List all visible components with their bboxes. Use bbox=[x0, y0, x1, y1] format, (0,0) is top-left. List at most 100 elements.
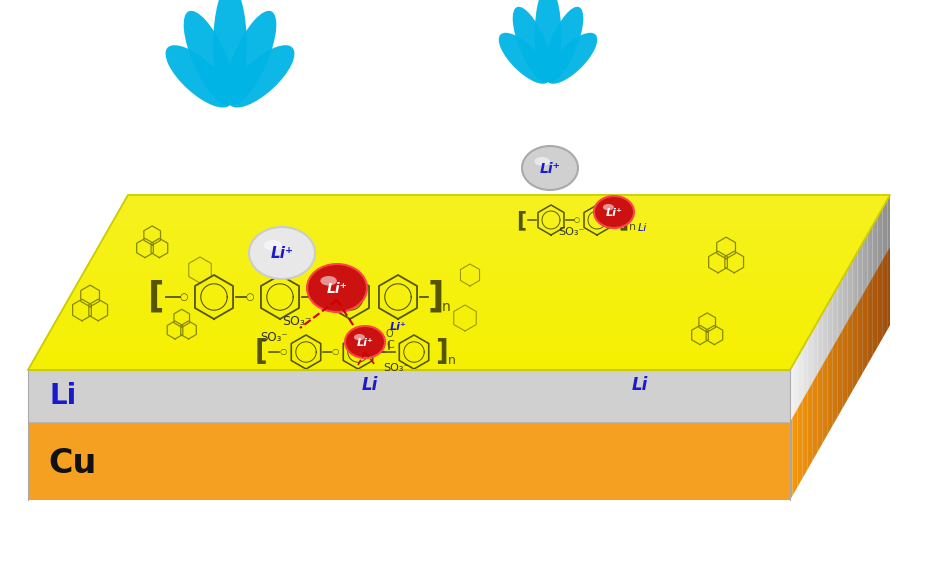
Polygon shape bbox=[856, 248, 859, 382]
Ellipse shape bbox=[513, 7, 551, 82]
Polygon shape bbox=[789, 366, 792, 500]
Ellipse shape bbox=[225, 11, 276, 105]
Text: n: n bbox=[442, 300, 450, 314]
Text: ○: ○ bbox=[245, 292, 254, 302]
Text: SO₃⁻: SO₃⁻ bbox=[557, 227, 583, 237]
Polygon shape bbox=[28, 370, 789, 422]
Text: ○: ○ bbox=[278, 348, 286, 357]
Polygon shape bbox=[801, 396, 804, 478]
Polygon shape bbox=[832, 291, 834, 426]
Text: ]: ] bbox=[617, 210, 628, 230]
Polygon shape bbox=[879, 260, 882, 342]
Polygon shape bbox=[854, 304, 856, 386]
Polygon shape bbox=[827, 300, 829, 434]
Text: ○: ○ bbox=[179, 292, 188, 302]
Polygon shape bbox=[885, 200, 886, 334]
Polygon shape bbox=[851, 308, 854, 391]
Polygon shape bbox=[844, 269, 847, 404]
Polygon shape bbox=[809, 331, 812, 465]
Polygon shape bbox=[832, 343, 834, 426]
Polygon shape bbox=[794, 357, 797, 491]
Ellipse shape bbox=[543, 7, 582, 82]
Polygon shape bbox=[874, 269, 877, 351]
Polygon shape bbox=[885, 251, 886, 334]
Polygon shape bbox=[98, 239, 864, 248]
Polygon shape bbox=[824, 357, 827, 439]
Polygon shape bbox=[871, 221, 874, 356]
Polygon shape bbox=[842, 274, 844, 408]
Polygon shape bbox=[118, 204, 885, 213]
Polygon shape bbox=[821, 361, 824, 443]
Polygon shape bbox=[869, 278, 871, 360]
Text: [: [ bbox=[255, 338, 267, 366]
Text: [: [ bbox=[515, 210, 526, 230]
Polygon shape bbox=[842, 326, 844, 408]
Text: O: O bbox=[315, 271, 325, 281]
Polygon shape bbox=[792, 361, 794, 496]
Text: SO₃⁻: SO₃⁻ bbox=[382, 363, 409, 373]
Polygon shape bbox=[68, 291, 834, 300]
Polygon shape bbox=[792, 413, 794, 496]
Polygon shape bbox=[844, 321, 847, 404]
Polygon shape bbox=[882, 204, 885, 338]
Text: Li⁺: Li⁺ bbox=[356, 338, 373, 348]
Polygon shape bbox=[847, 265, 849, 399]
Ellipse shape bbox=[183, 11, 235, 105]
Polygon shape bbox=[814, 374, 817, 456]
Polygon shape bbox=[804, 340, 806, 474]
Polygon shape bbox=[809, 383, 812, 465]
Text: ]: ] bbox=[434, 338, 447, 366]
Polygon shape bbox=[839, 330, 842, 413]
Polygon shape bbox=[864, 286, 867, 369]
Text: ○: ○ bbox=[573, 217, 580, 223]
Polygon shape bbox=[804, 391, 806, 474]
Polygon shape bbox=[829, 295, 832, 430]
Text: Li⁺: Li⁺ bbox=[270, 247, 294, 261]
Ellipse shape bbox=[345, 326, 384, 358]
Polygon shape bbox=[800, 400, 801, 483]
Polygon shape bbox=[829, 348, 832, 430]
Polygon shape bbox=[877, 264, 879, 347]
Polygon shape bbox=[859, 243, 862, 378]
Polygon shape bbox=[849, 312, 851, 395]
Ellipse shape bbox=[498, 33, 549, 84]
Ellipse shape bbox=[213, 0, 246, 105]
Polygon shape bbox=[867, 230, 869, 365]
Polygon shape bbox=[123, 195, 889, 204]
Polygon shape bbox=[862, 291, 864, 373]
Text: C: C bbox=[385, 340, 394, 350]
Polygon shape bbox=[862, 239, 864, 373]
Ellipse shape bbox=[263, 240, 281, 251]
Ellipse shape bbox=[165, 45, 232, 108]
Polygon shape bbox=[874, 217, 877, 351]
Polygon shape bbox=[819, 313, 821, 447]
Polygon shape bbox=[869, 226, 871, 360]
Text: C: C bbox=[315, 282, 325, 295]
Polygon shape bbox=[797, 404, 800, 487]
Text: n: n bbox=[629, 222, 635, 232]
Polygon shape bbox=[867, 282, 869, 365]
Text: Li⁺: Li⁺ bbox=[390, 322, 407, 332]
Polygon shape bbox=[812, 378, 814, 460]
Polygon shape bbox=[849, 261, 851, 395]
Text: Li⁺: Li⁺ bbox=[539, 162, 560, 176]
Polygon shape bbox=[886, 247, 889, 329]
Polygon shape bbox=[839, 278, 842, 413]
Ellipse shape bbox=[534, 157, 549, 166]
Polygon shape bbox=[879, 208, 882, 342]
Polygon shape bbox=[28, 422, 789, 500]
Text: Cu: Cu bbox=[48, 447, 96, 480]
Polygon shape bbox=[864, 234, 867, 369]
Polygon shape bbox=[819, 365, 821, 447]
Text: [: [ bbox=[148, 280, 164, 314]
Text: O: O bbox=[385, 329, 394, 339]
Text: Li: Li bbox=[632, 376, 648, 394]
Polygon shape bbox=[83, 265, 849, 274]
Ellipse shape bbox=[602, 204, 614, 210]
Text: n: n bbox=[447, 354, 455, 367]
Polygon shape bbox=[108, 221, 874, 230]
Polygon shape bbox=[871, 273, 874, 356]
Text: SO₃⁻: SO₃⁻ bbox=[260, 332, 287, 345]
Polygon shape bbox=[821, 309, 824, 443]
Polygon shape bbox=[834, 287, 836, 421]
